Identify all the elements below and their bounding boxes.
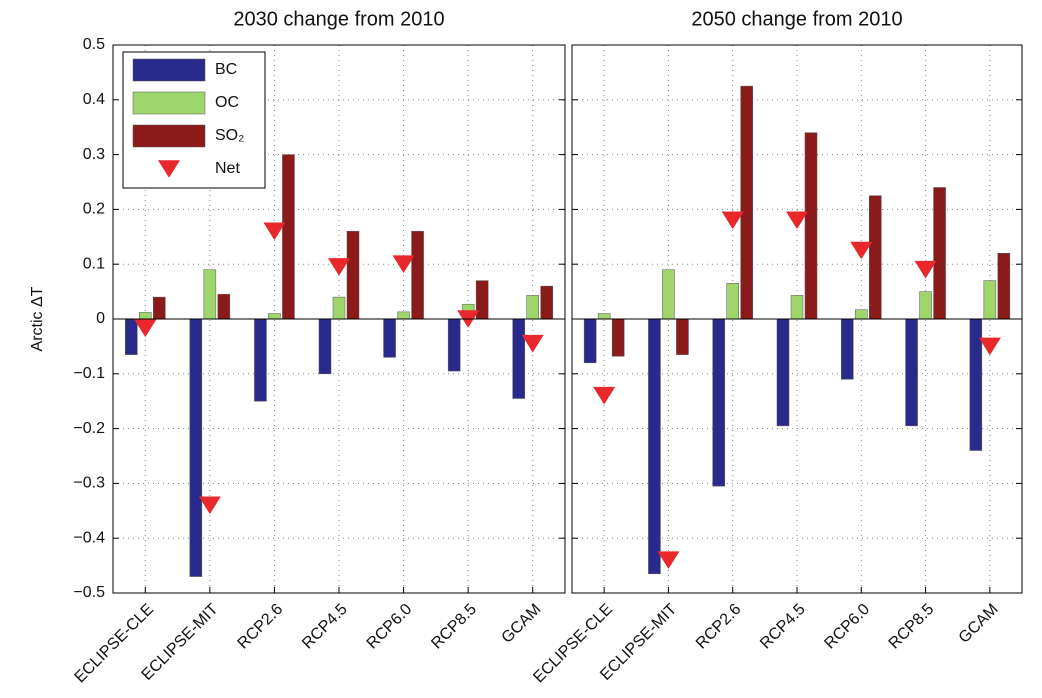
bar (217, 294, 231, 320)
legend-label: OC (215, 94, 239, 111)
bar (597, 313, 611, 320)
bar (254, 318, 267, 402)
x-tick-label: RCP8.5 (428, 601, 480, 653)
bar (611, 318, 625, 357)
bar (905, 318, 918, 427)
bar (662, 269, 675, 320)
bar (676, 318, 689, 355)
bar (447, 318, 461, 372)
legend-marker (158, 160, 180, 178)
y-tick-label: 0.2 (83, 201, 105, 218)
bar (997, 252, 1011, 320)
x-tick-label: RCP6.0 (364, 601, 416, 653)
x-tick-label: RCP8.5 (886, 601, 938, 653)
bar (153, 296, 166, 320)
legend-label: BC (215, 61, 237, 78)
y-tick-label: −0.1 (73, 365, 105, 382)
bar (841, 318, 854, 380)
net-marker (786, 211, 808, 230)
bar (411, 231, 424, 320)
bar (855, 309, 868, 320)
bar (740, 85, 753, 320)
bar (712, 318, 725, 487)
y-axis-label: Arctic ΔT (29, 286, 46, 351)
y-tick-label: 0.3 (83, 146, 105, 163)
bar (125, 318, 138, 355)
bar (318, 318, 332, 375)
y-tick-label: 0.5 (83, 36, 105, 53)
x-tick-label: RCP4.5 (299, 601, 351, 653)
net-marker (198, 496, 221, 515)
net-marker (850, 241, 873, 260)
bar (282, 154, 295, 320)
y-tick-label: −0.2 (73, 420, 105, 437)
bar (540, 285, 553, 320)
bar (790, 295, 804, 320)
bar (726, 283, 739, 320)
bar (869, 195, 882, 320)
bar (346, 231, 360, 320)
bar (383, 318, 396, 358)
bar (203, 269, 217, 320)
legend-swatch (132, 58, 206, 82)
net-marker (978, 337, 1001, 356)
bar (933, 187, 946, 320)
bar (512, 318, 525, 399)
net-marker (134, 319, 157, 338)
x-tick-label: RCP2.6 (235, 601, 287, 653)
y-tick-label: 0.1 (83, 255, 105, 272)
x-tick-label: GCAM (956, 601, 1002, 647)
bar (397, 311, 410, 320)
net-marker (392, 255, 415, 273)
bar (189, 318, 203, 577)
bar (139, 312, 152, 320)
x-tick-label: GCAM (499, 601, 545, 647)
net-marker (328, 258, 350, 276)
y-tick-label: 0 (96, 310, 105, 327)
chart-title: 2030 change from 2010 (233, 8, 444, 30)
y-tick-label: 0.4 (83, 91, 105, 108)
y-tick-label: −0.4 (73, 529, 105, 546)
plot-frame (112, 44, 566, 594)
net-marker (263, 222, 286, 241)
bar (983, 280, 997, 320)
bar (804, 132, 818, 320)
x-tick-label: RCP6.0 (821, 601, 873, 653)
legend-swatch (132, 124, 206, 148)
bar (526, 295, 539, 320)
bar (583, 318, 597, 364)
y-tick-label: −0.3 (73, 475, 105, 492)
legend-label: SO₂ (215, 127, 244, 144)
plot-frame (571, 44, 1023, 594)
bar (475, 280, 489, 320)
x-tick-label: RCP2.6 (693, 601, 745, 653)
x-tick-label: RCP4.5 (757, 601, 809, 653)
y-tick-label: −0.5 (73, 584, 105, 601)
legend-label: Net (215, 160, 240, 177)
bar (776, 318, 790, 427)
bar (648, 318, 661, 575)
net-marker (657, 551, 680, 569)
legend-swatch (132, 91, 206, 115)
bar (332, 296, 346, 320)
chart-title: 2050 change from 2010 (691, 8, 902, 30)
bar (268, 313, 281, 320)
net-marker (593, 386, 616, 405)
net-marker (521, 334, 544, 353)
net-marker (721, 211, 744, 230)
bar (919, 291, 932, 320)
net-marker (914, 260, 937, 279)
